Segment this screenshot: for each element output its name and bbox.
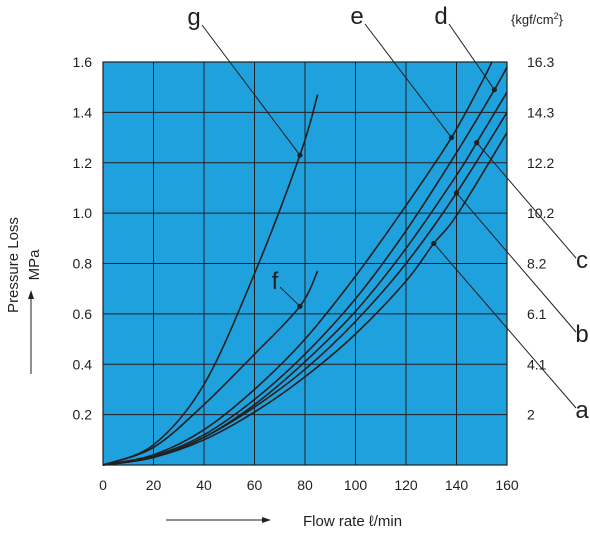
y2-tick-label: 4.1 [527, 356, 547, 372]
curve-letter-g: g [187, 4, 200, 31]
marker-dot-g [297, 152, 303, 158]
series-line-d [102, 66, 508, 466]
x-tick-label: 80 [297, 477, 313, 493]
y-tick-label: 0.6 [73, 306, 93, 322]
x-tick-label: 120 [394, 477, 418, 493]
series-line-a [102, 132, 508, 466]
plot-area [102, 61, 508, 466]
y2-tick-label: 12.2 [527, 155, 554, 171]
curve-letters: a b c d e f g [187, 3, 589, 424]
y-tick-label: 0.8 [73, 256, 93, 272]
leader-line-c [476, 142, 577, 259]
y2-tick-label: 16.3 [527, 54, 554, 70]
curve-letter-d: d [434, 3, 447, 30]
y2-tick-labels: 2 4.1 6.1 8.2 10.2 12.2 14.3 16.3 [527, 54, 554, 423]
marker-dot-e [448, 134, 455, 141]
x-tick-label: 60 [247, 477, 263, 493]
curve-letter-e: e [350, 3, 363, 30]
x-axis-arrow [166, 517, 271, 523]
x-tick-label: 100 [344, 477, 368, 493]
y-tick-label: 1.2 [73, 155, 93, 171]
series-line-c [102, 91, 508, 466]
leader-line-f [279, 286, 301, 307]
x-tick-label: 0 [99, 477, 107, 493]
plot-frame [102, 61, 508, 466]
y2-tick-label: 2 [527, 407, 535, 423]
x-tick-label: 20 [146, 477, 162, 493]
y-tick-label: 1.6 [73, 54, 93, 70]
grid [103, 62, 507, 465]
leader-line-d [448, 23, 495, 90]
leader-line-b [456, 192, 577, 333]
y-tick-label: 0.4 [73, 356, 93, 372]
marker-dot-a [431, 240, 437, 246]
y2-tick-label: 14.3 [527, 104, 554, 120]
curve-letter-b: b [575, 321, 588, 348]
y2-tick-label: 10.2 [527, 205, 554, 221]
curve-letter-c: c [576, 247, 588, 274]
y-tick-label: 1.4 [73, 104, 93, 120]
y-axis-title-line2: MPa [26, 249, 43, 281]
curve-letter-f: f [272, 268, 279, 295]
marker-dot-c [474, 140, 480, 146]
curve-letter-a: a [575, 397, 589, 424]
y-axis-title: Pressure Loss MPa [5, 217, 43, 313]
x-tick-labels: 0 20 40 60 80 100 120 140 160 [99, 477, 519, 493]
series-line-e [102, 61, 493, 466]
x-tick-label: 160 [495, 477, 519, 493]
marker-dot-f [297, 303, 303, 309]
y-axis-arrow [28, 290, 34, 374]
y2-tick-label: 8.2 [527, 256, 547, 272]
y-axis-title-line1: Pressure Loss [5, 217, 22, 313]
annotation-leaders [201, 23, 577, 409]
marker-dot-b [453, 190, 460, 196]
x-axis-title: Flow rate ℓ/min [303, 513, 402, 530]
leader-line-e [364, 23, 452, 138]
y-tick-label: 1.0 [73, 205, 93, 221]
y2-tick-label: 6.1 [527, 306, 547, 322]
y-tick-label: 0.2 [73, 407, 93, 423]
x-tick-label: 40 [196, 477, 212, 493]
marker-dot-d [491, 87, 497, 93]
y2-unit-label: {kgf/cm2} [511, 11, 564, 27]
leader-line-a [433, 243, 577, 409]
leader-line-g [201, 24, 301, 156]
y-tick-labels: 0.2 0.4 0.6 0.8 1.0 1.2 1.4 1.6 [73, 54, 93, 423]
x-tick-label: 140 [445, 477, 469, 493]
